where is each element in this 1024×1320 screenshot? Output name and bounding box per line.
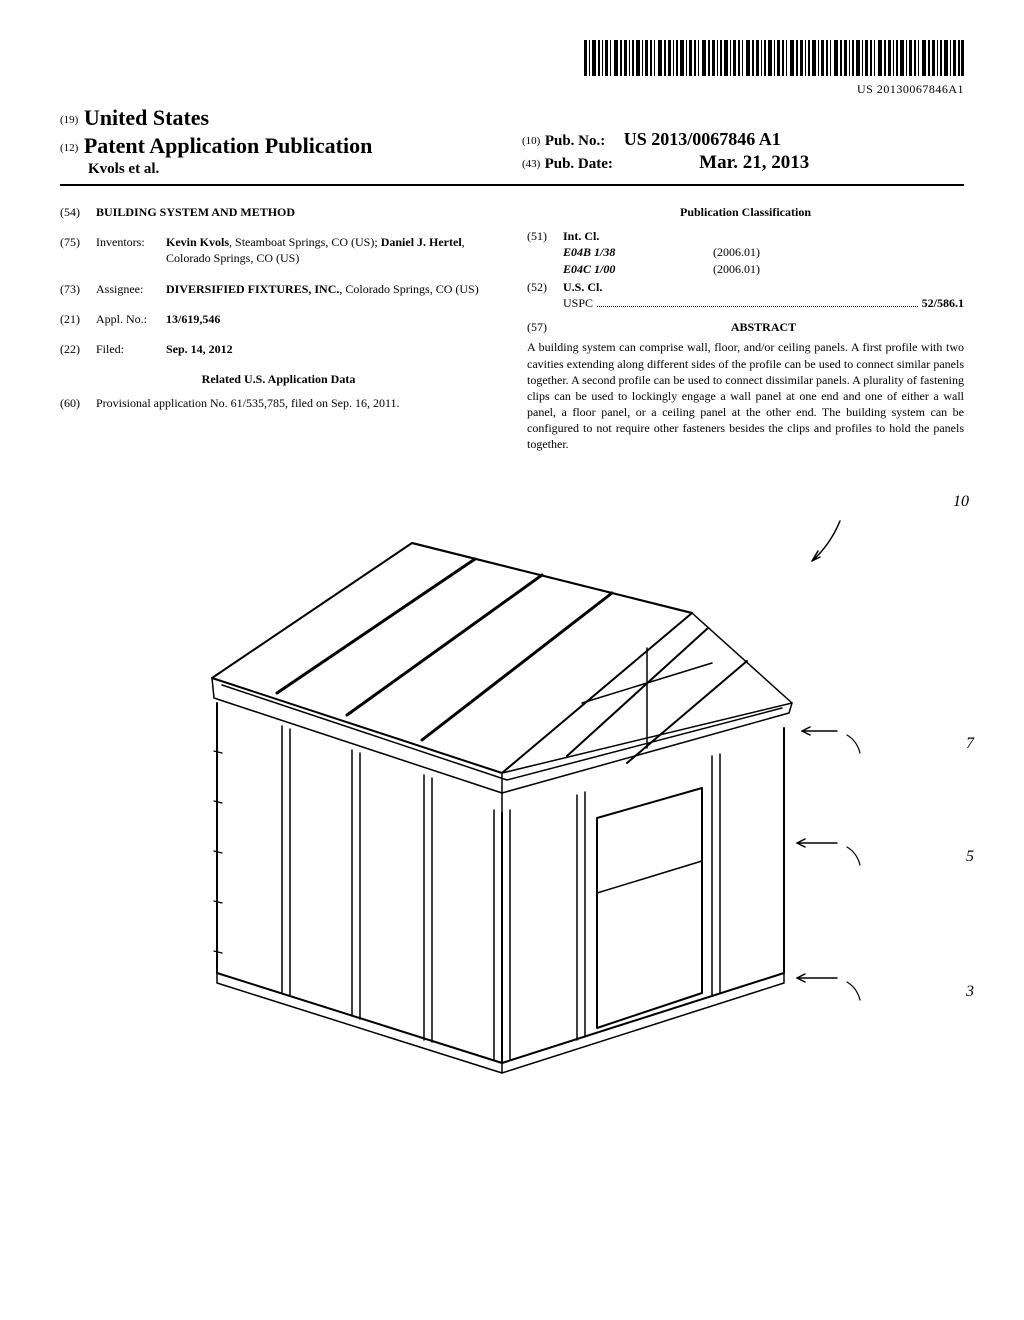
left-column: (54) BUILDING SYSTEM AND METHOD (75) Inv… xyxy=(60,204,497,453)
inventors-label: Inventors: xyxy=(96,234,166,266)
right-column: Publication Classification (51) Int. Cl.… xyxy=(527,204,964,453)
classification-title: Publication Classification xyxy=(527,204,964,220)
bibliographic-data: (54) BUILDING SYSTEM AND METHOD (75) Inv… xyxy=(60,204,964,453)
fig-label-3: 3 xyxy=(966,983,974,1001)
int-class1: E04B 1/38 xyxy=(563,244,653,260)
abstract-label: ABSTRACT xyxy=(563,319,964,335)
figure-area: 10 7 5 3 xyxy=(60,483,964,1107)
pub-date-line: (43) Pub. Date: Mar. 21, 2013 xyxy=(522,152,964,174)
appl-code: (21) xyxy=(60,311,96,327)
uspc-label: USPC xyxy=(563,295,593,311)
filed-value: Sep. 14, 2012 xyxy=(166,341,497,357)
int-year2: (2006.01) xyxy=(713,261,760,277)
int-class-row-2: E04C 1/00 (2006.01) xyxy=(563,261,964,277)
appl-entry: (21) Appl. No.: 13/619,546 xyxy=(60,311,497,327)
divider xyxy=(60,184,964,186)
filed-label: Filed: xyxy=(96,341,166,357)
header-right: (10) Pub. No.: US 2013/0067846 A1 (43) P… xyxy=(502,105,964,174)
country-name: United States xyxy=(84,105,209,130)
fig-label-7: 7 xyxy=(966,735,974,753)
pub-no-line: (10) Pub. No.: US 2013/0067846 A1 xyxy=(522,129,964,150)
int-cl-block: Int. Cl. E04B 1/38 (2006.01) E04C 1/00 (… xyxy=(563,228,964,277)
fig-label-10: 10 xyxy=(953,493,969,511)
invention-title: BUILDING SYSTEM AND METHOD xyxy=(96,204,497,220)
authors: Kvols et al. xyxy=(88,161,502,178)
us-cl-entry: (52) U.S. Cl. USPC 52/586.1 xyxy=(527,279,964,311)
doc-type: Patent Application Publication xyxy=(84,133,372,158)
inventors-entry: (75) Inventors: Kevin Kvols, Steamboat S… xyxy=(60,234,497,266)
doc-type-code: (12) xyxy=(60,142,78,154)
filed-entry: (22) Filed: Sep. 14, 2012 xyxy=(60,341,497,357)
provisional-entry: (60) Provisional application No. 61/535,… xyxy=(60,395,497,411)
assignee-name: DIVERSIFIED FIXTURES, INC. xyxy=(166,282,339,296)
int-label: Int. Cl. xyxy=(563,228,964,244)
doc-type-line: (12) Patent Application Publication xyxy=(60,133,502,159)
pub-no-code: (10) xyxy=(522,135,540,147)
inventors-value: Kevin Kvols, Steamboat Springs, CO (US);… xyxy=(166,234,497,266)
figure-svg xyxy=(152,483,872,1103)
pub-date-label: Pub. Date: xyxy=(545,156,613,172)
appl-label: Appl. No.: xyxy=(96,311,166,327)
assignee-value: DIVERSIFIED FIXTURES, INC., Colorado Spr… xyxy=(166,281,497,297)
us-label: U.S. Cl. xyxy=(563,279,964,295)
appl-value: 13/619,546 xyxy=(166,311,497,327)
header-row: (19) United States (12) Patent Applicati… xyxy=(60,105,964,178)
int-year1: (2006.01) xyxy=(713,244,760,260)
pub-date-code: (43) xyxy=(522,158,540,170)
int-cl-entry: (51) Int. Cl. E04B 1/38 (2006.01) E04C 1… xyxy=(527,228,964,277)
assignee-label: Assignee: xyxy=(96,281,166,297)
title-code: (54) xyxy=(60,204,96,220)
abstract-code: (57) xyxy=(527,319,563,335)
prov-code: (60) xyxy=(60,395,96,411)
assignee-loc: , Colorado Springs, CO (US) xyxy=(339,282,478,296)
assignee-code: (73) xyxy=(60,281,96,297)
abstract-header: (57) ABSTRACT xyxy=(527,319,964,335)
barcode: US 20130067846A1 xyxy=(584,40,964,97)
us-code: (52) xyxy=(527,279,563,311)
inventor1-name: Kevin Kvols xyxy=(166,235,229,249)
related-title: Related U.S. Application Data xyxy=(60,371,497,387)
prov-value: Provisional application No. 61/535,785, … xyxy=(96,395,497,411)
title-entry: (54) BUILDING SYSTEM AND METHOD xyxy=(60,204,497,220)
pub-no-value: US 2013/0067846 A1 xyxy=(624,129,781,149)
int-class-row-1: E04B 1/38 (2006.01) xyxy=(563,244,964,260)
inventor2-name: Daniel J. Hertel xyxy=(381,235,462,249)
fig-label-5: 5 xyxy=(966,848,974,866)
filed-code: (22) xyxy=(60,341,96,357)
abstract-text: A building system can comprise wall, flo… xyxy=(527,339,964,452)
uspc-row: USPC 52/586.1 xyxy=(563,295,964,311)
barcode-section: US 20130067846A1 xyxy=(60,40,964,97)
barcode-number: US 20130067846A1 xyxy=(584,82,964,97)
int-class2: E04C 1/00 xyxy=(563,261,653,277)
header-left: (19) United States (12) Patent Applicati… xyxy=(60,105,502,178)
inventor1-loc: , Steamboat Springs, CO (US); xyxy=(229,235,381,249)
country-line: (19) United States xyxy=(60,105,502,131)
country-code: (19) xyxy=(60,114,78,126)
pub-no-label: Pub. No.: xyxy=(545,133,605,149)
pub-date-value: Mar. 21, 2013 xyxy=(699,152,809,173)
dotted-leader xyxy=(597,306,918,307)
assignee-entry: (73) Assignee: DIVERSIFIED FIXTURES, INC… xyxy=(60,281,497,297)
uspc-value: 52/586.1 xyxy=(922,295,964,311)
inventors-code: (75) xyxy=(60,234,96,266)
int-code: (51) xyxy=(527,228,563,277)
us-cl-block: U.S. Cl. USPC 52/586.1 xyxy=(563,279,964,311)
